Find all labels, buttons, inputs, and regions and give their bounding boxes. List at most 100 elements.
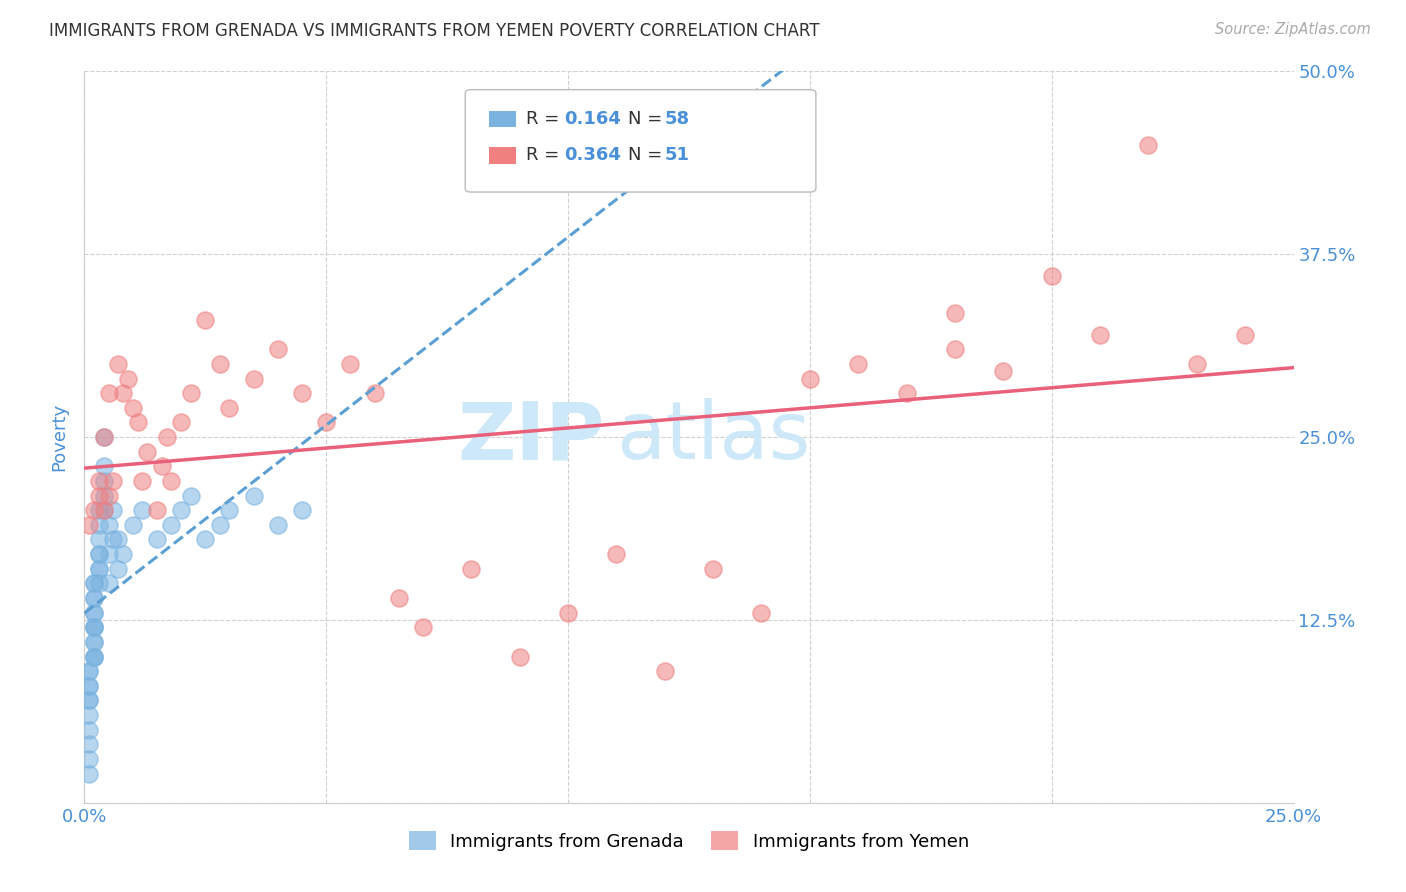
Point xyxy=(107,533,129,547)
Text: 58: 58 xyxy=(665,110,690,128)
Point xyxy=(943,306,966,320)
Point xyxy=(180,386,202,401)
Point xyxy=(93,503,115,517)
Point xyxy=(117,371,139,385)
Point xyxy=(83,576,105,591)
Point xyxy=(242,489,264,503)
Point xyxy=(146,533,169,547)
Point xyxy=(103,474,125,488)
FancyBboxPatch shape xyxy=(489,111,516,127)
Point xyxy=(339,357,361,371)
Point xyxy=(93,459,115,474)
Point xyxy=(180,489,202,503)
Point xyxy=(93,430,115,444)
Point xyxy=(146,503,169,517)
Point xyxy=(97,576,120,591)
Point xyxy=(1088,327,1111,342)
Point xyxy=(103,533,125,547)
Point xyxy=(131,474,153,488)
Point xyxy=(127,416,149,430)
Text: R =: R = xyxy=(526,146,565,164)
Point xyxy=(267,343,290,357)
Point xyxy=(77,708,100,723)
Point xyxy=(654,664,676,678)
Point xyxy=(77,679,100,693)
Point xyxy=(170,503,193,517)
Point xyxy=(83,620,105,634)
Point xyxy=(77,723,100,737)
Point xyxy=(131,503,153,517)
Point xyxy=(291,386,314,401)
Point xyxy=(87,547,110,561)
Point xyxy=(267,517,290,532)
Point xyxy=(509,649,531,664)
Y-axis label: Poverty: Poverty xyxy=(51,403,69,471)
Point xyxy=(112,386,135,401)
Point xyxy=(702,562,724,576)
Point xyxy=(121,401,143,415)
Point xyxy=(83,591,105,605)
Point xyxy=(77,737,100,751)
Point xyxy=(87,474,110,488)
Point xyxy=(1185,357,1208,371)
Point xyxy=(93,489,115,503)
Point xyxy=(799,371,821,385)
Point xyxy=(388,591,411,605)
Point xyxy=(77,693,100,707)
Point xyxy=(83,649,105,664)
Text: 51: 51 xyxy=(665,146,690,164)
Point xyxy=(412,620,434,634)
Point xyxy=(77,664,100,678)
Point xyxy=(83,503,105,517)
Point xyxy=(97,386,120,401)
Point xyxy=(93,430,115,444)
Point xyxy=(136,444,159,458)
Point xyxy=(315,416,337,430)
Point xyxy=(896,386,918,401)
Point xyxy=(943,343,966,357)
Point xyxy=(83,606,105,620)
Text: 0.364: 0.364 xyxy=(564,146,621,164)
Point xyxy=(83,620,105,634)
Point xyxy=(103,503,125,517)
Point xyxy=(77,664,100,678)
Point xyxy=(77,517,100,532)
Point xyxy=(87,547,110,561)
FancyBboxPatch shape xyxy=(489,147,516,163)
Point xyxy=(77,693,100,707)
Point xyxy=(93,503,115,517)
Point xyxy=(460,562,482,576)
Point xyxy=(208,357,231,371)
Text: IMMIGRANTS FROM GRENADA VS IMMIGRANTS FROM YEMEN POVERTY CORRELATION CHART: IMMIGRANTS FROM GRENADA VS IMMIGRANTS FR… xyxy=(49,22,820,40)
Point xyxy=(218,503,240,517)
Point xyxy=(155,430,177,444)
Point xyxy=(83,649,105,664)
Legend: Immigrants from Grenada, Immigrants from Yemen: Immigrants from Grenada, Immigrants from… xyxy=(399,822,979,860)
Point xyxy=(112,547,135,561)
Point xyxy=(194,313,217,327)
Text: R =: R = xyxy=(526,110,565,128)
Point xyxy=(194,533,217,547)
Point xyxy=(97,489,120,503)
Text: N =: N = xyxy=(628,110,668,128)
Point xyxy=(87,517,110,532)
Text: Source: ZipAtlas.com: Source: ZipAtlas.com xyxy=(1215,22,1371,37)
Point xyxy=(77,752,100,766)
Point xyxy=(170,416,193,430)
Point xyxy=(87,503,110,517)
Point xyxy=(87,489,110,503)
Point xyxy=(605,547,627,561)
Point xyxy=(160,517,183,532)
Point xyxy=(87,562,110,576)
Point xyxy=(87,576,110,591)
Point xyxy=(83,576,105,591)
Point xyxy=(846,357,869,371)
Point xyxy=(83,649,105,664)
Point xyxy=(208,517,231,532)
Point xyxy=(83,635,105,649)
Point xyxy=(87,562,110,576)
FancyBboxPatch shape xyxy=(465,90,815,192)
Text: atlas: atlas xyxy=(616,398,811,476)
Text: 0.164: 0.164 xyxy=(564,110,621,128)
Point xyxy=(150,459,173,474)
